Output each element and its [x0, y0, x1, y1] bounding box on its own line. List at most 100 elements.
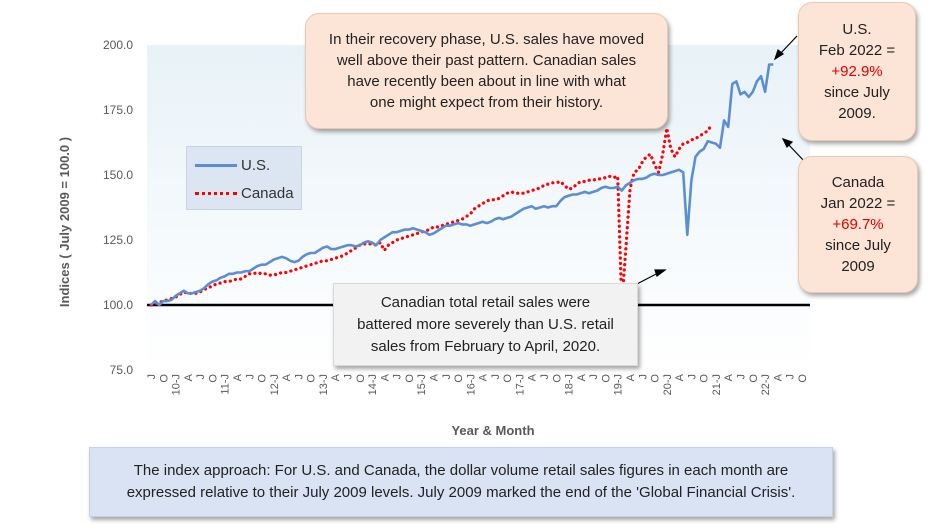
x-tick-label: 21-J: [711, 374, 723, 395]
legend: U.S. Canada: [186, 146, 302, 210]
recovery-callout: In their recovery phase, U.S. sales have…: [305, 13, 668, 129]
y-axis: 75.0 100.0 125.0 150.0 175.0 200.0: [103, 38, 133, 377]
canada-callout-since: since July: [825, 237, 891, 254]
legend-item-us: U.S.: [195, 155, 270, 175]
x-axis-label: Year & Month: [451, 423, 534, 438]
x-tick-label: J: [637, 374, 649, 380]
legend-swatch-canada: [195, 191, 237, 195]
x-tick-label: 20-J: [662, 374, 674, 395]
x-tick-label: O: [453, 374, 465, 383]
x-tick-label: A: [281, 373, 293, 381]
series-line-canada: [149, 122, 714, 307]
y-tick-label: 125.0: [103, 233, 133, 247]
index-note-line-1: The index approach: For U.S. and Canada,…: [133, 462, 789, 479]
x-tick-label: 16-J: [465, 374, 477, 395]
x-tick-label: A: [330, 373, 342, 381]
x-tick-label: J: [244, 374, 256, 380]
y-axis-label: Indices ( July 2009 = 100.0 ): [57, 137, 72, 307]
legend-label-us: U.S.: [241, 156, 271, 174]
x-tick-label: O: [404, 374, 416, 383]
x-tick-label: 22-J: [760, 374, 772, 395]
x-tick-label: A: [379, 373, 391, 381]
x-tick-label: J: [293, 374, 305, 380]
us-callout-year: 2009.: [838, 105, 876, 122]
x-tick-label: 17-J: [514, 374, 526, 395]
x-tick-label: O: [600, 374, 612, 383]
arrows: [634, 35, 806, 286]
x-tick-label: J: [195, 374, 207, 380]
canada-callout-title: Canada: [831, 174, 885, 191]
x-tick-label: O: [355, 374, 367, 383]
index-approach-note: The index approach: For U.S. and Canada,…: [89, 447, 833, 517]
x-tick-label: J: [539, 374, 551, 380]
us-callout: U.S. Feb 2022 = +92.9% since July 2009.: [798, 2, 916, 141]
x-tick-label: J: [146, 374, 158, 380]
x-tick-label: 13-J: [318, 374, 330, 395]
x-tick-label: O: [207, 374, 219, 383]
x-tick-label: A: [576, 373, 588, 381]
x-tick-label: J: [785, 374, 797, 380]
x-tick-label: A: [674, 373, 686, 381]
x-tick-label: A: [478, 373, 490, 381]
us-callout-change: +92.9%: [831, 63, 883, 80]
y-tick-label: 175.0: [103, 103, 133, 117]
us-callout-period: Feb 2022 =: [818, 42, 896, 59]
x-tick-label: O: [699, 374, 711, 383]
x-tick-label: O: [502, 374, 514, 383]
recovery-line-1: In their recovery phase, U.S. sales have…: [328, 31, 645, 48]
middle-arrow-head: [654, 269, 667, 277]
x-tick-label: A: [625, 373, 637, 381]
x-tick-label: O: [158, 374, 170, 383]
x-tick-label: O: [748, 374, 760, 383]
x-tick-label: J: [490, 374, 502, 380]
x-tick-label: O: [797, 374, 809, 383]
canada-arrow-head: [781, 137, 794, 149]
canada-battered-note: Canadian total retail sales were battere…: [333, 283, 638, 366]
battered-line-3: sales from February to April, 2020.: [370, 337, 601, 355]
us-callout-since: since July: [824, 84, 890, 101]
canada-callout-change: +69.7%: [832, 216, 884, 233]
x-tick-label: 12-J: [269, 374, 281, 395]
x-tick-label: J: [392, 374, 404, 380]
x-tick-label: A: [183, 373, 195, 381]
x-tick-label: 18-J: [564, 374, 576, 395]
recovery-line-3: have recently been about in line with wh…: [347, 73, 626, 90]
y-tick-label: 200.0: [103, 38, 133, 52]
y-tick-label: 100.0: [103, 298, 133, 312]
x-tick-label: A: [527, 373, 539, 381]
x-tick-label: J: [686, 374, 698, 380]
x-tick-label: 15-J: [416, 374, 428, 395]
legend-swatch-us: [195, 163, 237, 167]
x-tick-label: 14-J: [367, 374, 379, 395]
x-tick-label: A: [232, 373, 244, 381]
canada-callout: Canada Jan 2022 = +69.7% since July 2009: [798, 156, 918, 293]
us-arrow-head: [773, 48, 785, 61]
battered-line-2: battered more severely than U.S. retail: [357, 315, 614, 333]
x-tick-label: O: [257, 374, 269, 383]
x-tick-label: J: [343, 374, 355, 380]
x-axis: J O 10-J A J O 11-J A J O 12-J A J O 13-J A J O 14-J A J O 15-…: [146, 373, 809, 395]
recovery-line-4: one might expect from their history.: [369, 94, 604, 111]
x-tick-label: 11-J: [220, 374, 232, 395]
x-tick-label: A: [723, 373, 735, 381]
recovery-line-2: well above their past pattern. Canadian …: [336, 52, 637, 69]
legend-item-canada: Canada: [195, 183, 294, 203]
x-tick-label: A: [772, 373, 784, 381]
x-tick-label: O: [650, 374, 662, 383]
us-arrow: [778, 35, 798, 56]
y-tick-label: 75.0: [110, 363, 134, 377]
series-line-us: [150, 63, 774, 307]
index-note-line-2: expressed relative to their July 2009 le…: [126, 484, 796, 501]
canada-callout-year: 2009: [841, 258, 875, 275]
legend-label-canada: Canada: [241, 184, 294, 202]
battered-line-1: Canadian total retail sales were: [380, 293, 591, 311]
y-tick-label: 150.0: [103, 168, 133, 182]
x-tick-label: 10-J: [171, 374, 183, 395]
x-tick-label: 19-J: [613, 374, 625, 395]
x-tick-label: O: [306, 374, 318, 383]
canada-callout-period: Jan 2022 =: [820, 195, 896, 212]
x-tick-label: J: [441, 374, 453, 380]
x-tick-label: A: [428, 373, 440, 381]
us-callout-title: U.S.: [842, 21, 872, 38]
